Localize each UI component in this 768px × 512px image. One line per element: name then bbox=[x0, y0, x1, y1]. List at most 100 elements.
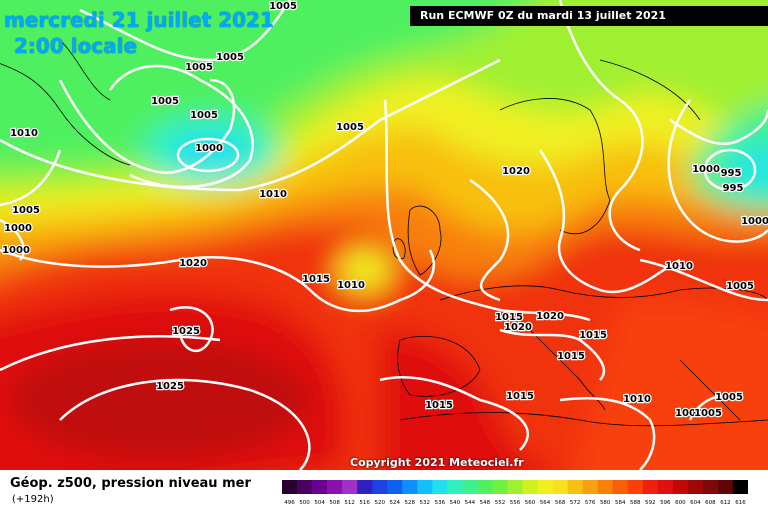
scale-swatch bbox=[477, 480, 493, 494]
scale-swatch bbox=[672, 480, 689, 494]
scale-swatch bbox=[582, 480, 598, 494]
isobar-label: 1010 bbox=[623, 394, 651, 405]
isobar-label: 1010 bbox=[10, 128, 38, 139]
scale-swatch bbox=[282, 480, 298, 494]
isobar-label: 1020 bbox=[536, 311, 564, 322]
scale-label: 528 bbox=[405, 500, 416, 506]
scale-swatch bbox=[447, 480, 463, 494]
scale-label: 552 bbox=[495, 500, 506, 506]
scale-label: 536 bbox=[435, 500, 446, 506]
scale-label: 544 bbox=[465, 500, 476, 506]
isobar-label: 1000 bbox=[741, 216, 768, 227]
isobar-label: 1005 bbox=[216, 52, 244, 63]
scale-label: 608 bbox=[705, 500, 716, 506]
isobar-labels: 1005100510051005100510051000101010101020… bbox=[1, 0, 768, 420]
isobar-label: 1000 bbox=[195, 143, 223, 154]
scale-swatch bbox=[387, 480, 403, 494]
isobar-label: 1005 bbox=[715, 392, 743, 403]
scale-label: 520 bbox=[374, 500, 385, 506]
map-time: 2:00 locale bbox=[14, 34, 138, 58]
isobar-label: 1010 bbox=[337, 280, 365, 291]
isobar-label: 1015 bbox=[302, 274, 330, 285]
isobar-label: 1015 bbox=[579, 330, 607, 341]
scale-label: 504 bbox=[314, 500, 325, 506]
scale-label: 572 bbox=[570, 500, 581, 506]
scale-swatch bbox=[687, 480, 704, 494]
scale-label: 540 bbox=[450, 500, 461, 506]
isobar-label: 1015 bbox=[557, 351, 585, 362]
scale-swatch bbox=[627, 480, 644, 494]
scale-label: 592 bbox=[645, 500, 656, 506]
isobar-lines bbox=[0, 0, 768, 470]
isobar-label: 1015 bbox=[495, 312, 523, 323]
scale-swatch bbox=[537, 480, 553, 494]
scale-swatch bbox=[612, 480, 629, 494]
scale-swatch bbox=[507, 480, 523, 494]
scale-label: 576 bbox=[585, 500, 596, 506]
scale-label: 612 bbox=[720, 500, 731, 506]
scale-label: 596 bbox=[660, 500, 671, 506]
scale-label: 580 bbox=[600, 500, 611, 506]
isobar-label: 1005 bbox=[726, 281, 754, 292]
isobar-label: 1005 bbox=[185, 62, 213, 73]
scale-swatch bbox=[567, 480, 583, 494]
scale-swatch bbox=[462, 480, 478, 494]
scale-swatch bbox=[702, 480, 719, 494]
isobar-label: 995 bbox=[721, 168, 742, 179]
isobar-label: 1005 bbox=[269, 1, 297, 12]
scale-swatch bbox=[342, 480, 358, 494]
isobar-label: 1000 bbox=[675, 408, 703, 419]
isobar-label: 995 bbox=[723, 183, 744, 194]
isobar-label: 1025 bbox=[172, 326, 200, 337]
isobar-label: 1005 bbox=[151, 96, 179, 107]
scale-label: 548 bbox=[480, 500, 491, 506]
scale-swatch bbox=[432, 480, 448, 494]
isobar-label: 1025 bbox=[156, 381, 184, 392]
scale-swatch bbox=[657, 480, 674, 494]
scale-swatch bbox=[297, 480, 313, 494]
isobar-label: 1000 bbox=[2, 245, 30, 256]
scale-label: 508 bbox=[329, 500, 340, 506]
scale-swatch bbox=[417, 480, 433, 494]
scale-label: 568 bbox=[555, 500, 566, 506]
scale-label: 516 bbox=[359, 500, 370, 506]
scale-label: 564 bbox=[540, 500, 551, 506]
scale-swatch bbox=[357, 480, 373, 494]
map-date: mercredi 21 juillet 2021 bbox=[4, 8, 274, 32]
copyright: Copyright 2021 Meteociel.fr bbox=[350, 456, 524, 469]
isobar-label: 1005 bbox=[12, 205, 40, 216]
color-scale: 496 500 504 508 512 516 520 524 528 532 536 540 544 5… bbox=[282, 480, 748, 506]
scale-swatch bbox=[402, 480, 418, 494]
isobar-label: 1005 bbox=[336, 122, 364, 133]
scale-swatch bbox=[492, 480, 508, 494]
legend-title: Géop. z500, pression niveau mer bbox=[10, 476, 251, 491]
isobar-label: 1000 bbox=[4, 223, 32, 234]
isobar-label: 1010 bbox=[259, 189, 287, 200]
scale-label: 556 bbox=[510, 500, 521, 506]
scale-swatch bbox=[717, 480, 734, 494]
isobar-label: 1015 bbox=[425, 400, 453, 411]
isobar-label: 1005 bbox=[694, 408, 722, 419]
isobar-label: 1010 bbox=[665, 261, 693, 272]
scale-swatch bbox=[597, 480, 614, 494]
scale-label: 584 bbox=[615, 500, 626, 506]
scale-swatch bbox=[552, 480, 568, 494]
scale-label: 560 bbox=[525, 500, 536, 506]
scale-label: 616 bbox=[735, 500, 746, 506]
scale-label: 532 bbox=[420, 500, 431, 506]
isobar-label: 1015 bbox=[506, 391, 534, 402]
weather-map: 1005100510051005100510051000101010101020… bbox=[0, 0, 768, 470]
scale-label: 524 bbox=[389, 500, 400, 506]
scale-swatch bbox=[732, 480, 748, 494]
scale-label: 512 bbox=[344, 500, 355, 506]
isobar-label: 1005 bbox=[190, 110, 218, 121]
scale-swatch bbox=[642, 480, 659, 494]
scale-label: 496 bbox=[284, 500, 295, 506]
scale-label: 500 bbox=[299, 500, 310, 506]
scale-label: 600 bbox=[675, 500, 686, 506]
scale-swatch bbox=[327, 480, 343, 494]
scale-swatch bbox=[372, 480, 388, 494]
scale-label: 588 bbox=[630, 500, 641, 506]
scale-label: 604 bbox=[690, 500, 701, 506]
isobar-label: 1000 bbox=[692, 164, 720, 175]
